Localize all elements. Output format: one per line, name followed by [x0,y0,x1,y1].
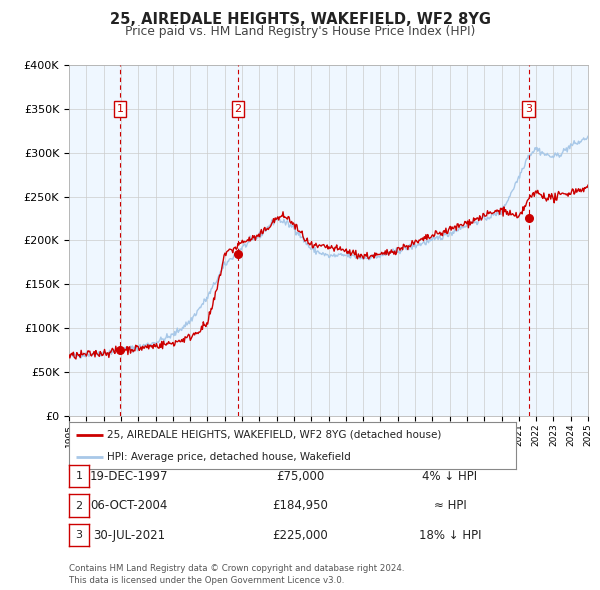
Text: 1: 1 [76,471,82,481]
Text: 3: 3 [76,530,82,540]
Bar [238,65,529,416]
Text: £184,950: £184,950 [272,499,328,512]
Text: 1: 1 [117,104,124,114]
Text: 2: 2 [76,501,82,510]
Text: 25, AIREDALE HEIGHTS, WAKEFIELD, WF2 8YG (detached house): 25, AIREDALE HEIGHTS, WAKEFIELD, WF2 8YG… [107,430,442,440]
Text: 06-OCT-2004: 06-OCT-2004 [91,499,167,512]
Text: Contains HM Land Registry data © Crown copyright and database right 2024.
This d: Contains HM Land Registry data © Crown c… [69,565,404,585]
Text: 18% ↓ HPI: 18% ↓ HPI [419,529,481,542]
Text: ≈ HPI: ≈ HPI [434,499,466,512]
Text: 3: 3 [525,104,532,114]
Text: 30-JUL-2021: 30-JUL-2021 [93,529,165,542]
Text: 2: 2 [234,104,241,114]
Bar [529,65,588,416]
Text: 19-DEC-1997: 19-DEC-1997 [90,470,168,483]
Text: 4% ↓ HPI: 4% ↓ HPI [422,470,478,483]
Text: HPI: Average price, detached house, Wakefield: HPI: Average price, detached house, Wake… [107,453,351,462]
Text: £75,000: £75,000 [276,470,324,483]
Text: Price paid vs. HM Land Registry's House Price Index (HPI): Price paid vs. HM Land Registry's House … [125,25,475,38]
Text: £225,000: £225,000 [272,529,328,542]
Bar [120,65,238,416]
Bar [69,65,120,416]
Text: 25, AIREDALE HEIGHTS, WAKEFIELD, WF2 8YG: 25, AIREDALE HEIGHTS, WAKEFIELD, WF2 8YG [110,12,491,27]
